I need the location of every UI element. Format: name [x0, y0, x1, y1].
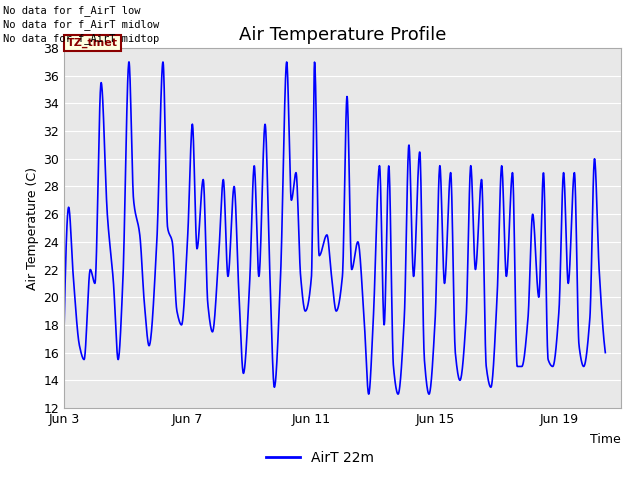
Y-axis label: Air Temperature (C): Air Temperature (C)	[26, 167, 39, 289]
Text: Time: Time	[590, 433, 621, 446]
Text: TZ_tmet: TZ_tmet	[67, 38, 118, 48]
Legend: AirT 22m: AirT 22m	[260, 445, 380, 471]
Text: No data for f_AirT low
No data for f_AirT midlow
No data for f_AirT midtop: No data for f_AirT low No data for f_Air…	[3, 5, 159, 44]
Title: Air Temperature Profile: Air Temperature Profile	[239, 25, 446, 44]
